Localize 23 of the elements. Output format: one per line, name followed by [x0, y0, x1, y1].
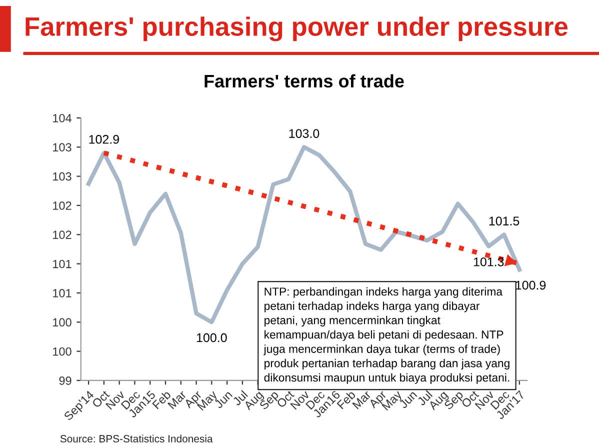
data-label: 100.0	[196, 333, 227, 342]
data-label: 102.9	[89, 134, 119, 144]
y-tick-label: 100	[53, 347, 72, 356]
y-tick-label: 102	[53, 230, 72, 240]
y-tick-label: 101	[53, 260, 72, 268]
y-tick-label: 102	[53, 201, 72, 210]
data-label: 101.3	[474, 257, 504, 266]
y-tick-label: 100	[53, 318, 72, 327]
source-note: Source: BPS-Statistics Indonesia	[60, 434, 213, 442]
data-label: 103.0	[289, 129, 320, 138]
x-tick-label: Jun	[398, 390, 418, 409]
y-tick-label: 103	[53, 172, 72, 181]
y-tick-label: 99	[59, 376, 72, 385]
chart-title: Farmers' terms of trade	[204, 74, 404, 88]
y-tick-label: 103	[53, 143, 72, 152]
y-tick-label: 104	[53, 114, 72, 122]
chart-subtitle: Farmers' purchasing power under pressure	[26, 16, 568, 42]
x-tick-label: Jul	[416, 390, 433, 406]
annotation: NTP: perbandingan indeks harga yang diterima petani terhadap indeks harga yang dibayar petani, yang mencerminkan tingkat kemampuan/daya beli petani di pedesaan. NTP juga mencerminkan daya tukar (terms of trade) produk pertanian terhadap barang dan jasa yang dikonsumsi maupun untuk biaya produksi petani.	[264, 287, 510, 384]
data-label: 101.5	[489, 216, 520, 226]
x-tick-label: Jul	[232, 390, 248, 406]
y-tick-label: 101	[53, 288, 72, 298]
x-tick-label: Jun	[214, 390, 233, 409]
